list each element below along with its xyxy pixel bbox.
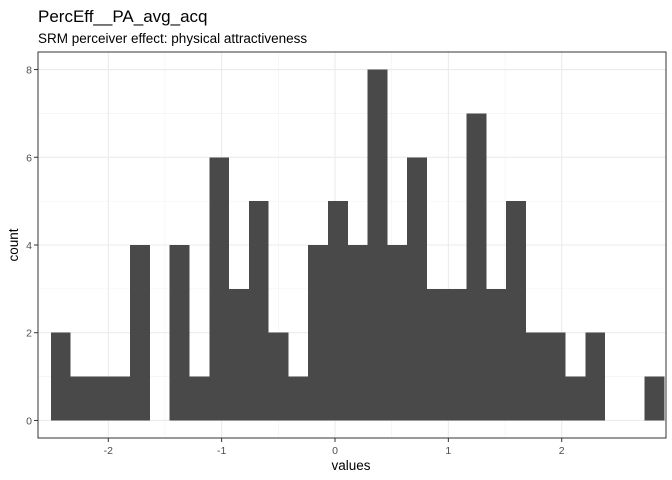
- y-tick-label: 0: [26, 415, 32, 427]
- chart-subtitle: SRM perceiver effect: physical attractiv…: [38, 31, 307, 46]
- histogram-bar: [565, 376, 586, 421]
- x-axis-title: values: [331, 458, 370, 473]
- histogram-bar: [90, 376, 111, 421]
- histogram-bar: [387, 245, 408, 421]
- histogram-bar: [426, 288, 447, 421]
- chart-title: PercEff__PA_avg_acq: [38, 7, 208, 26]
- histogram-bar: [189, 376, 210, 421]
- y-tick-label: 6: [26, 152, 32, 164]
- histogram-bar: [446, 288, 467, 421]
- histogram-bar: [644, 376, 665, 421]
- histogram-bar: [209, 157, 230, 421]
- y-axis-ticks: 0 2 4 6 8: [26, 65, 38, 427]
- histogram-bar: [248, 201, 269, 421]
- x-tick-label: -1: [217, 445, 226, 457]
- y-tick-label: 4: [26, 240, 32, 252]
- histogram-bar: [169, 245, 190, 421]
- histogram-bars: [50, 69, 665, 421]
- x-tick-label: -2: [104, 445, 113, 457]
- histogram-bar: [268, 332, 289, 421]
- x-axis-ticks: -2 -1 0 1 2: [104, 438, 565, 457]
- histogram-bar: [308, 245, 329, 421]
- histogram-bar: [50, 332, 71, 421]
- histogram-bar: [130, 245, 150, 421]
- x-tick-label: 0: [332, 445, 338, 457]
- histogram-bar: [585, 332, 606, 421]
- histogram-bar: [367, 69, 388, 421]
- histogram-bar: [506, 201, 526, 421]
- histogram-bar: [288, 376, 309, 421]
- y-tick-label: 8: [26, 65, 32, 77]
- y-tick-label: 2: [26, 328, 32, 340]
- histogram-bar: [545, 332, 566, 421]
- histogram-bar: [110, 376, 131, 421]
- x-tick-label: 2: [559, 445, 565, 457]
- histogram-bar: [466, 113, 487, 421]
- histogram-bar: [328, 201, 348, 421]
- y-axis-title: count: [6, 228, 21, 261]
- histogram-bar: [347, 245, 368, 421]
- histogram-bar: [407, 157, 427, 421]
- histogram-bar: [486, 288, 507, 421]
- x-tick-label: 1: [445, 445, 451, 457]
- histogram-bar: [229, 288, 249, 421]
- histogram-bar: [70, 376, 91, 421]
- histogram-bar: [525, 332, 546, 421]
